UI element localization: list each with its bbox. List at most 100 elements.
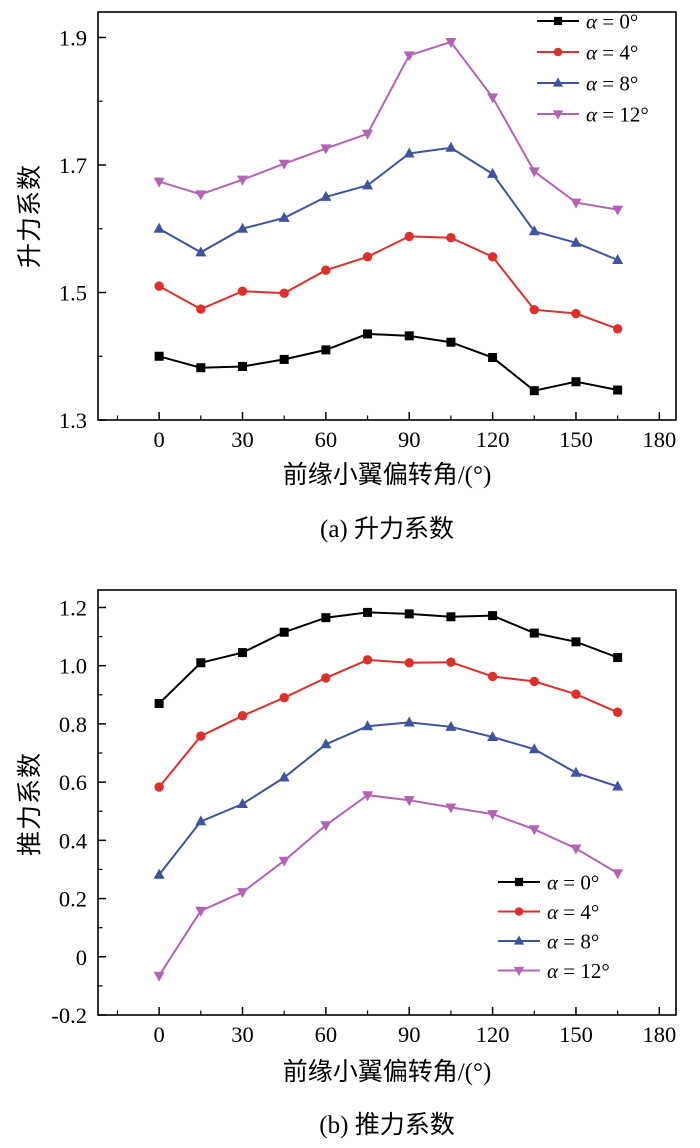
data-point-square xyxy=(363,329,373,339)
data-point-square xyxy=(488,611,498,621)
plot-frame xyxy=(97,589,677,1016)
data-point-square xyxy=(321,613,331,623)
x-tick-label: 0 xyxy=(154,1022,165,1047)
data-point-square xyxy=(553,16,563,26)
y-tick-label: 1.3 xyxy=(59,408,87,433)
x-tick-label: 0 xyxy=(154,427,165,450)
y-tick-label: 0.6 xyxy=(59,770,87,795)
data-point-circle xyxy=(362,655,373,665)
series-line xyxy=(158,611,618,705)
series-line xyxy=(158,794,619,977)
data-point-circle xyxy=(279,693,289,703)
data-point-circle xyxy=(529,676,539,687)
legend-entry-label: α = 4° xyxy=(586,41,638,65)
x-tick-label: 60 xyxy=(315,427,338,450)
data-point-square xyxy=(279,354,289,364)
data-point-triangle-up xyxy=(195,815,207,826)
x-tick-label: 180 xyxy=(642,427,676,450)
data-point-circle xyxy=(321,673,331,683)
data-point-triangle-up xyxy=(278,211,290,222)
data-point-square xyxy=(321,345,331,355)
data-point-triangle-up xyxy=(403,147,415,158)
data-point-circle xyxy=(529,305,539,315)
y-tick-label: -0.2 xyxy=(51,1003,87,1028)
y-tick-label: 0.2 xyxy=(59,887,87,912)
data-point-triangle-up xyxy=(552,77,564,87)
data-point-triangle-up xyxy=(445,141,457,152)
data-point-circle xyxy=(196,731,206,741)
data-point-triangle-up xyxy=(362,720,374,731)
data-point-triangle-up xyxy=(237,222,248,233)
data-point-circle xyxy=(321,265,331,275)
data-point-circle xyxy=(237,711,248,721)
data-point-triangle-up xyxy=(513,935,525,945)
data-point-triangle-down xyxy=(570,198,582,209)
data-point-triangle-down xyxy=(278,856,290,867)
data-point-square xyxy=(404,609,414,619)
data-point-triangle-up xyxy=(612,253,624,264)
data-point-triangle-up xyxy=(612,780,624,791)
lift-chart-caption: (a) 升力系数 xyxy=(320,516,454,543)
x-tick-label: 120 xyxy=(476,427,510,450)
x-tick-label: 60 xyxy=(315,1022,338,1047)
data-point-triangle-down xyxy=(195,906,207,917)
data-point-triangle-up xyxy=(445,720,457,731)
data-point-triangle-up xyxy=(195,246,207,257)
data-point-triangle-up xyxy=(320,190,332,201)
data-point-triangle-up xyxy=(403,716,415,727)
y-tick-label: 0 xyxy=(76,945,87,970)
data-point-square xyxy=(154,699,164,709)
data-point-square xyxy=(196,363,206,373)
data-point-triangle-down xyxy=(195,190,207,201)
data-point-circle xyxy=(553,47,563,57)
data-point-square xyxy=(404,331,414,341)
thrust-coefficient-chart: 0 30 60 90 120 150 180 -0.2 0 0.2 0.4 0.6 0.8 1.0 1.2 α… xyxy=(0,578,700,1148)
data-point-circle xyxy=(612,707,623,717)
data-point-triangle-down xyxy=(362,129,374,140)
data-point-triangle-up xyxy=(153,868,165,879)
data-point-triangle-down xyxy=(403,51,415,62)
lift-chart-canvas: 0 30 60 90 120 150 180 1.3 1.5 1.7 1.9 α = 0° α = 4°… xyxy=(59,10,677,450)
lift-x-axis-label: 前缘小翼偏转角/(°) xyxy=(282,462,492,489)
data-point-square xyxy=(154,351,164,361)
data-point-triangle-down xyxy=(237,175,248,186)
data-point-square xyxy=(196,658,206,668)
data-point-circle xyxy=(362,252,373,262)
series-line xyxy=(158,235,618,330)
plot-frame xyxy=(97,11,677,421)
data-point-triangle-down xyxy=(237,888,248,899)
series-line xyxy=(158,721,618,876)
data-point-square xyxy=(514,877,524,887)
data-point-triangle-down xyxy=(445,803,457,814)
data-point-circle xyxy=(514,907,524,916)
y-tick-label: 0.8 xyxy=(59,712,87,737)
data-point-circle xyxy=(237,286,248,296)
data-point-square xyxy=(613,653,623,663)
thrust-chart-caption: (b) 推力系数 xyxy=(319,1112,455,1139)
data-point-triangle-up xyxy=(487,167,499,178)
legend-entry-label: α = 8° xyxy=(586,72,638,96)
x-tick-label: 150 xyxy=(559,1022,593,1047)
legend-entry-label: α = 0° xyxy=(547,871,599,895)
data-point-circle xyxy=(154,782,164,792)
data-point-triangle-down xyxy=(153,971,165,982)
data-point-circle xyxy=(196,304,206,314)
y-tick-label: 0.4 xyxy=(59,828,87,853)
data-point-square xyxy=(238,361,247,371)
data-point-square xyxy=(363,607,373,617)
data-point-square xyxy=(446,612,456,622)
data-point-triangle-up xyxy=(570,766,582,777)
x-tick-label: 120 xyxy=(476,1022,510,1047)
series-line xyxy=(158,40,618,211)
series-line xyxy=(158,332,618,392)
data-point-triangle-up xyxy=(487,731,499,742)
thrust-y-axis-label: 推力系数 xyxy=(17,751,44,857)
x-tick-label: 90 xyxy=(398,1022,421,1047)
data-point-triangle-up xyxy=(320,738,332,749)
x-tick-label: 30 xyxy=(231,427,254,450)
thrust-chart-canvas: 0 30 60 90 120 150 180 -0.2 0 0.2 0.4 0.6 0.8 1.0 1.2 α… xyxy=(51,589,677,1047)
data-point-triangle-down xyxy=(612,869,624,880)
data-point-triangle-down xyxy=(403,796,415,807)
data-point-triangle-up xyxy=(362,179,374,190)
data-point-square xyxy=(529,386,539,396)
